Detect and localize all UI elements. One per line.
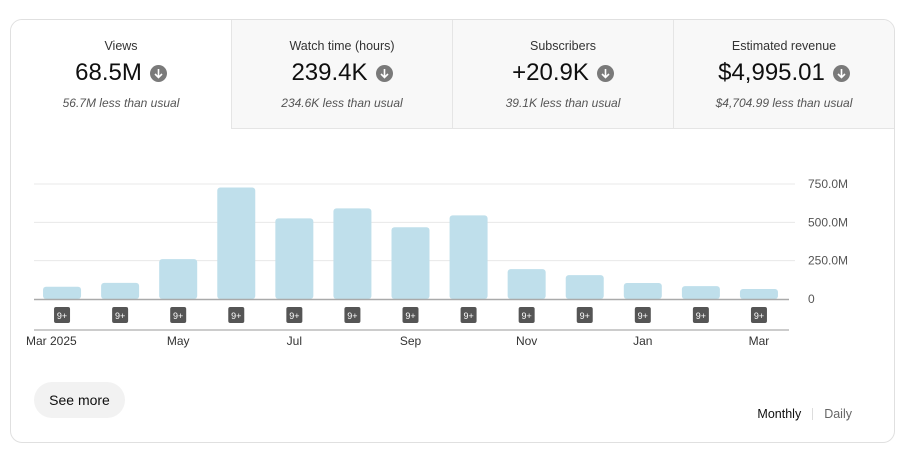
bar	[565, 275, 604, 299]
annotation-badge-label: 9+	[463, 311, 473, 321]
tab-value: 239.4K	[291, 59, 368, 86]
tab-estimated-revenue[interactable]: Estimated revenue $4,995.01 $4,704.99 le…	[673, 20, 894, 129]
annotation-badge	[518, 307, 535, 323]
bar	[391, 227, 430, 299]
y-tick-label: 0	[808, 292, 815, 306]
monthly-option[interactable]: Monthly	[757, 407, 802, 421]
bar	[101, 282, 140, 299]
arrow-down-circle-icon	[375, 64, 393, 82]
x-tick-label: May	[167, 334, 190, 348]
tab-label: Estimated revenue	[731, 39, 837, 53]
arrow-down-circle-icon	[832, 64, 850, 82]
x-tick-label: Sep	[400, 334, 422, 348]
tab-value: $4,995.01	[718, 59, 825, 86]
annotation-badge	[54, 307, 71, 323]
annotation-badge	[576, 307, 593, 323]
bar	[449, 215, 488, 299]
annotation-badge	[228, 307, 245, 323]
annotation-badge-label: 9+	[580, 311, 590, 321]
daily-option[interactable]: Daily	[824, 407, 852, 421]
see-more-button[interactable]: See more	[34, 382, 125, 418]
tab-value: +20.9K	[512, 59, 589, 86]
arrow-down-circle-icon	[149, 64, 167, 82]
annotation-badge	[460, 307, 477, 323]
y-tick-label: 750.0M	[808, 177, 848, 191]
tab-note: $4,704.99 less than usual	[715, 96, 853, 110]
period-toggle: Monthly Daily	[757, 407, 852, 421]
annotation-badge-label: 9+	[289, 311, 299, 321]
tab-watch-time[interactable]: Watch time (hours) 239.4K 234.6K less th…	[231, 20, 452, 129]
annotation-badge-label: 9+	[57, 311, 67, 321]
x-tick-label: Jan	[633, 334, 652, 348]
annotation-badge	[286, 307, 303, 323]
y-tick-label: 250.0M	[808, 254, 848, 268]
annotation-badge	[634, 307, 651, 323]
tab-label: Views	[104, 39, 138, 53]
annotation-badge-label: 9+	[231, 311, 241, 321]
bar	[681, 286, 720, 299]
bar	[159, 259, 198, 299]
bar	[43, 286, 82, 299]
annotation-badge	[402, 307, 419, 323]
arrow-down-circle-icon	[596, 64, 614, 82]
x-tick-label: Jul	[287, 334, 302, 348]
x-tick-label: Mar	[749, 334, 770, 348]
tab-value: 68.5M	[75, 59, 142, 86]
x-tick-label: Mar 2025	[26, 334, 77, 348]
annotation-badge-label: 9+	[522, 311, 532, 321]
bar	[739, 289, 778, 299]
x-tick-label: Nov	[516, 334, 537, 348]
annotation-badge-label: 9+	[405, 311, 415, 321]
tab-note: 56.7M less than usual	[62, 96, 180, 110]
y-tick-label: 500.0M	[808, 215, 848, 229]
annotation-badge	[112, 307, 129, 323]
bar	[217, 187, 256, 299]
tab-note: 234.6K less than usual	[281, 96, 403, 110]
tab-label: Subscribers	[530, 39, 596, 53]
bar	[333, 208, 372, 299]
bar	[623, 283, 662, 299]
analytics-card: Views 68.5M 56.7M less than usual Watch …	[10, 19, 895, 443]
metric-tabs: Views 68.5M 56.7M less than usual Watch …	[11, 20, 894, 129]
tab-views[interactable]: Views 68.5M 56.7M less than usual	[11, 20, 231, 129]
annotation-badge-label: 9+	[173, 311, 183, 321]
annotation-badge-label: 9+	[696, 311, 706, 321]
divider	[812, 408, 814, 420]
annotation-badge	[344, 307, 361, 323]
annotation-badge-label: 9+	[638, 311, 648, 321]
annotation-badge-label: 9+	[347, 311, 357, 321]
annotation-badge	[692, 307, 709, 323]
annotation-badge	[170, 307, 187, 323]
annotation-badge-label: 9+	[754, 311, 764, 321]
tab-subscribers[interactable]: Subscribers +20.9K 39.1K less than usual	[452, 20, 673, 129]
annotation-badge-label: 9+	[115, 311, 125, 321]
bar	[507, 269, 546, 299]
tab-label: Watch time (hours)	[289, 39, 395, 53]
tab-note: 39.1K less than usual	[505, 96, 621, 110]
annotation-badge	[750, 307, 767, 323]
bar	[275, 218, 314, 299]
